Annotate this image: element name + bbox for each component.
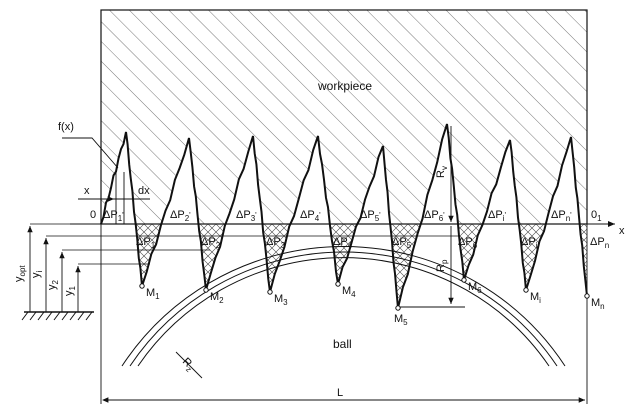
y-2-label: y2 (46, 280, 60, 291)
dp-upper-label: ΔP5' (360, 209, 381, 223)
dp-lower-label: ΔPi (521, 236, 538, 250)
fx-annotation (62, 137, 150, 224)
dp-upper-label: ΔP3' (236, 209, 257, 223)
y-level-lines (30, 223, 460, 265)
origin1-label: 01 (591, 209, 602, 223)
contact-point-dot (267, 289, 273, 295)
contact-point-dot (523, 287, 529, 293)
y-i-label: yi (30, 271, 44, 279)
dp-upper-label: ΔPn' (551, 209, 572, 223)
m-point-label: Mn (591, 297, 605, 311)
m-point-label: M2 (210, 291, 224, 305)
origin-label: 0 (90, 209, 96, 221)
ball-arcs (121, 246, 566, 367)
dp-lower-label: ΔP4 (333, 236, 353, 250)
radius-label: Rz (178, 356, 196, 374)
m-point-label: M6 (468, 281, 482, 295)
dp-lower-label: ΔP5 (392, 236, 412, 250)
dp-lower-label: ΔP1 (136, 236, 156, 250)
contact-points (139, 277, 590, 311)
length-label: L (337, 387, 343, 399)
contact-regions (101, 224, 587, 308)
workpiece-label: workpiece (317, 79, 372, 93)
ground-symbol (21, 311, 94, 321)
m-point-label: M5 (394, 313, 408, 327)
y-arrows (27, 226, 81, 312)
ball-label: ball (333, 337, 352, 351)
dx-label: dx (138, 185, 150, 197)
contact-point-dot (584, 293, 590, 299)
x-var-label: x (84, 185, 90, 197)
x-axis-label: x (619, 225, 625, 237)
m-point-label: M1 (146, 287, 160, 301)
dp-upper-label: ΔP2' (170, 209, 191, 223)
rp-label: Rp (435, 259, 449, 272)
contact-point-dot (461, 277, 467, 283)
rv-label: Rv (435, 166, 449, 178)
contact-point-dot (139, 283, 145, 289)
function-label: f(x) (58, 121, 74, 133)
contact-point-dot (203, 287, 209, 293)
m-point-label: Mi (530, 291, 541, 305)
dp-lower-label: ΔP3 (266, 236, 286, 250)
m-point-label: M4 (342, 285, 356, 299)
y-1-label: y1 (63, 286, 77, 297)
dp-upper-labels: ΔP1' ΔP2' ΔP3' ΔP4' ΔP5' ΔP6' ΔPi' ΔPn' (103, 209, 572, 223)
rv-rp-dimension (400, 126, 465, 308)
dp-upper-label: ΔP6' (424, 209, 445, 223)
m-point-label: M3 (274, 293, 288, 307)
dp-lower-label: ΔPn (590, 236, 609, 250)
dp-upper-label: ΔP1' (103, 209, 124, 223)
contact-point-dot (395, 305, 401, 311)
m-point-labels: M1 M2 M3 M4 M5 M6 Mi Mn (146, 281, 605, 327)
dp-upper-label: ΔP4' (300, 209, 321, 223)
dp-lower-label: ΔP2 (201, 236, 221, 250)
length-dimension (100, 224, 588, 404)
dp-upper-label: ΔPi' (488, 209, 506, 223)
contact-point-dot (335, 281, 341, 287)
y-opt-label: yopt (13, 265, 27, 282)
dp-lower-label: ΔP6 (458, 236, 478, 250)
radius-line (175, 351, 203, 379)
dp-lower-labels: ΔP1 ΔP2 ΔP3 ΔP4 ΔP5 ΔP6 ΔPi ΔPn (136, 236, 609, 250)
